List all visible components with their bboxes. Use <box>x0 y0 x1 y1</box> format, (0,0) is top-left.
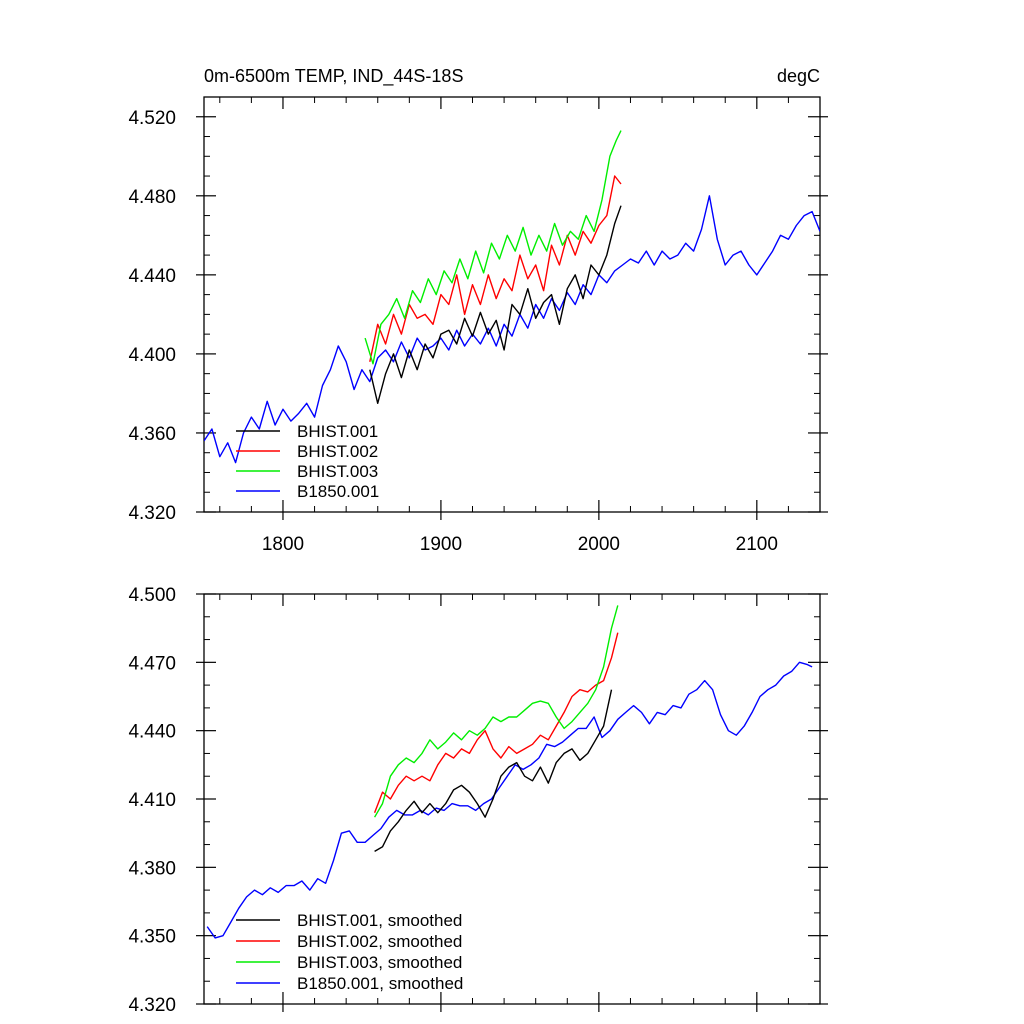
bottom-y-tick-label: 4.350 <box>128 927 176 948</box>
bottom-series-lines <box>206 605 813 939</box>
top-x-tick-label: 2000 <box>578 534 620 555</box>
bottom-y-tick-label: 4.380 <box>128 858 176 879</box>
bottom-legend: BHIST.001, smoothed BHIST.002, smoothed BH… <box>236 911 463 993</box>
bottom-y-tick-label: 4.470 <box>128 653 176 674</box>
bottom-series-line-1 <box>373 632 619 813</box>
top-series-line-3 <box>204 195 820 464</box>
top-chart-title: 0m-6500m TEMP, IND_44S-18S <box>204 66 463 87</box>
top-plot-frame <box>203 96 821 513</box>
top-series-line-2 <box>364 130 622 365</box>
top-legend-label: BHIST.003 <box>297 462 378 481</box>
bottom-y-tick-label: 4.320 <box>128 995 176 1016</box>
top-series-line-1 <box>369 175 622 362</box>
top-y-tick-label: 4.400 <box>128 345 176 366</box>
top-y-tick-label: 4.320 <box>128 503 176 524</box>
top-series-line-0 <box>369 205 622 404</box>
bottom-legend-label: BHIST.003, smoothed <box>297 953 462 972</box>
top-x-tick-label: 1800 <box>262 534 304 555</box>
top-legend-label: BHIST.001 <box>297 422 378 441</box>
top-series-lines <box>204 130 820 464</box>
bottom-series-line-3 <box>206 661 813 939</box>
bottom-axis-ticks: 4.320 4.350 4.380 4.410 4.440 4.470 4.500 <box>128 585 828 1016</box>
top-axis-ticks: 1800 1900 2000 2100 4.320 4.360 4.400 4.440 4.48… <box>128 96 828 555</box>
bottom-legend-label: BHIST.002, smoothed <box>297 932 462 951</box>
top-y-tick-label: 4.440 <box>128 266 176 287</box>
top-y-tick-label: 4.480 <box>128 187 176 208</box>
bottom-chart-panel: 4.320 4.350 4.380 4.410 4.440 4.470 4.500 BHIS… <box>128 585 828 1016</box>
bottom-y-tick-label: 4.440 <box>128 722 176 743</box>
top-legend-label: B1850.001 <box>297 482 379 501</box>
top-chart-units: degC <box>777 66 820 86</box>
bottom-legend-label: B1850.001, smoothed <box>297 974 463 993</box>
top-x-tick-label: 1900 <box>420 534 462 555</box>
bottom-y-tick-label: 4.410 <box>128 790 176 811</box>
top-y-tick-label: 4.520 <box>128 108 176 129</box>
bottom-series-line-2 <box>373 605 619 818</box>
bottom-legend-label: BHIST.001, smoothed <box>297 911 462 930</box>
top-chart-panel: 0m-6500m TEMP, IND_44S-18S degC 1800 1900… <box>128 66 828 555</box>
top-legend-label: BHIST.002 <box>297 442 378 461</box>
top-x-tick-label: 2100 <box>736 534 778 555</box>
bottom-y-tick-label: 4.500 <box>128 585 176 606</box>
top-y-tick-label: 4.360 <box>128 424 176 445</box>
bottom-series-line-0 <box>374 689 613 853</box>
